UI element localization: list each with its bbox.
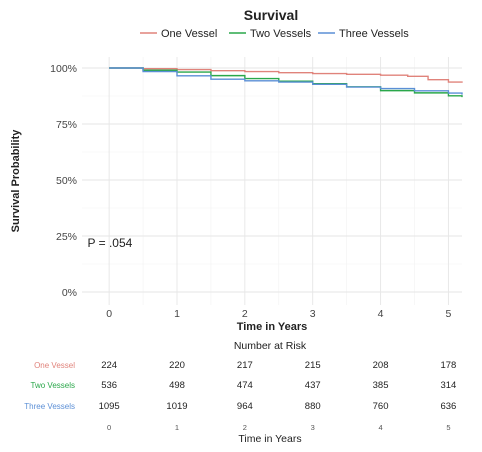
- y-tick-label-3: 75%: [56, 119, 77, 131]
- chart-title: Survival: [244, 7, 298, 23]
- x-tick-label-3: 3: [310, 308, 316, 320]
- risk-x-tick-0: 0: [107, 423, 111, 432]
- x-axis-title: Time in Years: [237, 321, 308, 333]
- risk-count-r1-c4: 385: [373, 380, 389, 391]
- y-axis-title: Survival Probability: [10, 129, 22, 233]
- y-tick-label-0: 0%: [62, 287, 77, 299]
- legend-label-1: Two Vessels: [250, 28, 312, 40]
- risk-x-tick-4: 4: [378, 423, 382, 432]
- risk-count-r2-c4: 760: [373, 401, 389, 412]
- p-value-annotation: P = .054: [88, 236, 133, 250]
- x-tick-label-0: 0: [106, 308, 112, 320]
- risk-count-r1-c0: 536: [101, 380, 117, 391]
- y-tick-label-1: 25%: [56, 231, 77, 243]
- x-tick-label-4: 4: [378, 308, 384, 320]
- y-tick-label-2: 50%: [56, 175, 77, 187]
- risk-count-r0-c3: 215: [305, 360, 321, 371]
- risk-x-tick-3: 3: [311, 423, 315, 432]
- risk-count-r2-c3: 880: [305, 401, 321, 412]
- risk-count-r2-c0: 1095: [99, 401, 120, 412]
- survival-line-three-vessels: [109, 67, 463, 95]
- risk-row-label-0: One Vessel: [34, 361, 75, 370]
- risk-count-r0-c4: 208: [373, 360, 389, 371]
- legend-label-0: One Vessel: [161, 28, 217, 40]
- risk-count-r1-c3: 437: [305, 380, 321, 391]
- risk-count-r1-c1: 498: [169, 380, 185, 391]
- risk-count-r0-c2: 217: [237, 360, 253, 371]
- risk-x-tick-1: 1: [175, 423, 179, 432]
- plot-area: Survival One Vessel Two Vessels Three Vesse…: [10, 7, 463, 333]
- risk-count-r1-c5: 314: [440, 380, 456, 391]
- x-tick-label-1: 1: [174, 308, 180, 320]
- risk-count-r2-c2: 964: [237, 401, 253, 412]
- risk-x-tick-2: 2: [243, 423, 247, 432]
- risk-row-label-1: Two Vessels: [31, 381, 75, 390]
- risk-count-r0-c1: 220: [169, 360, 185, 371]
- risk-count-r0-c0: 224: [101, 360, 117, 371]
- y-tick-label-4: 100%: [50, 63, 77, 75]
- panel-background: [82, 57, 462, 305]
- risk-count-r2-c5: 636: [440, 401, 456, 412]
- risk-x-tick-5: 5: [446, 423, 450, 432]
- risk-x-axis-title: Time in Years: [238, 433, 301, 445]
- x-tick-label-5: 5: [446, 308, 452, 320]
- legend-label-2: Three Vessels: [339, 28, 409, 40]
- risk-table-title: Number at Risk: [234, 340, 307, 352]
- x-tick-label-2: 2: [242, 308, 248, 320]
- risk-count-r2-c1: 1019: [166, 401, 187, 412]
- risk-count-r0-c5: 178: [440, 360, 456, 371]
- risk-count-r1-c2: 474: [237, 380, 253, 391]
- risk-row-label-2: Three Vessels: [24, 402, 75, 411]
